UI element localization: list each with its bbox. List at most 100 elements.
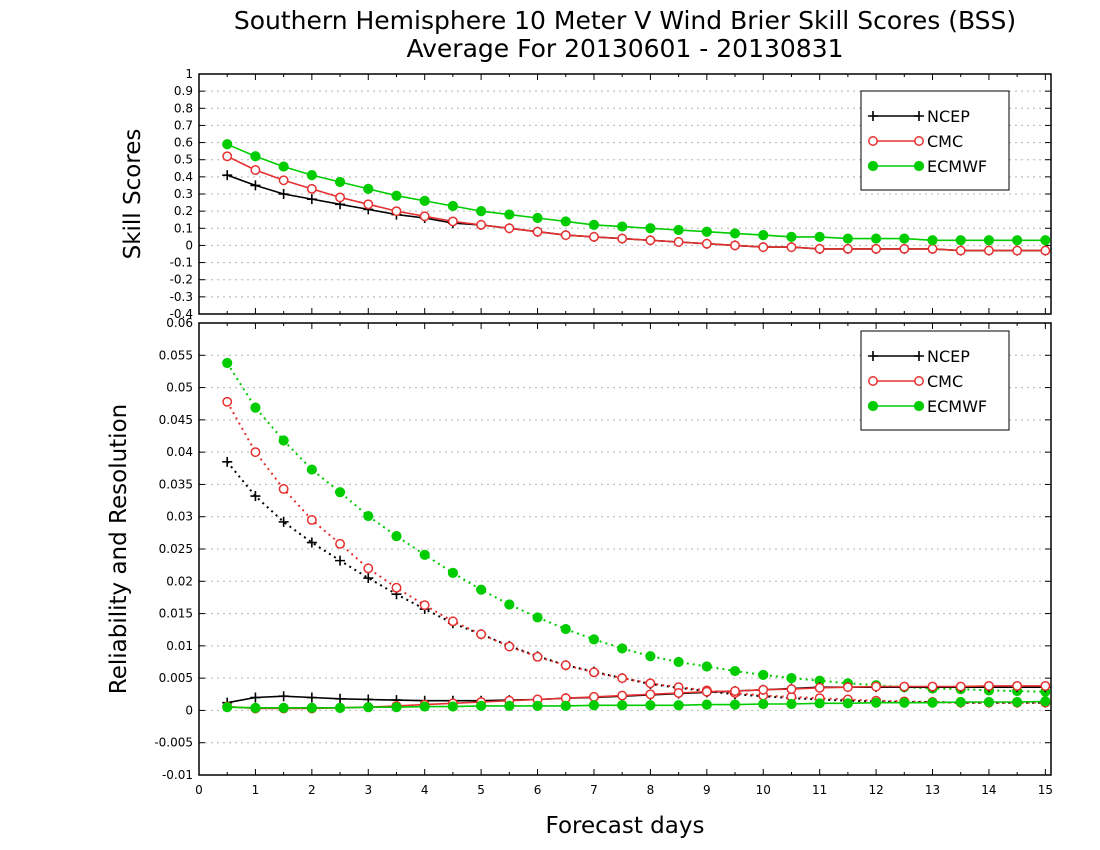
data-point-open-circle	[222, 151, 233, 162]
data-point-plus	[278, 516, 289, 527]
data-point-open-circle	[701, 686, 712, 697]
data-point-filled-circle	[913, 400, 925, 412]
data-point-open-circle	[306, 514, 317, 525]
data-point-plus	[250, 180, 261, 191]
y-tick-label: -0.01	[162, 768, 193, 782]
data-point-filled-circle	[983, 696, 995, 708]
x-tick-label: 13	[925, 783, 940, 797]
x-tick-label: 9	[703, 783, 711, 797]
series-line	[226, 461, 1046, 704]
data-point-open-circle	[814, 243, 825, 254]
y-tick-label: 0.2	[174, 204, 193, 218]
data-point-open-circle	[899, 243, 910, 254]
data-point-filled-circle	[927, 697, 938, 708]
data-point-filled-circle	[673, 656, 684, 668]
data-point-open-circle	[983, 245, 994, 256]
data-point-open-circle	[955, 245, 966, 256]
data-point-filled-circle	[617, 700, 628, 711]
data-point-open-circle	[222, 396, 233, 407]
data-point-filled-circle	[447, 701, 459, 712]
data-point-filled-circle	[786, 673, 797, 684]
data-point-open-circle	[899, 681, 910, 692]
data-point-plus	[278, 691, 289, 702]
data-point-filled-circle	[476, 206, 487, 217]
data-point-open-circle	[645, 689, 656, 700]
data-point-filled-circle	[645, 223, 656, 234]
data-point-open-circle	[701, 238, 712, 249]
data-point-plus	[914, 111, 924, 121]
data-point-filled-circle	[419, 195, 430, 206]
x-tick-label: 2	[308, 783, 316, 797]
chart-title-line1: Southern Hemisphere 10 Meter V Wind Brie…	[234, 6, 1016, 35]
data-point-filled-circle	[222, 139, 233, 150]
y-tick-label: 0.01	[166, 639, 193, 653]
y-tick-label: 0.015	[159, 607, 193, 621]
data-point-filled-circle	[955, 696, 966, 708]
data-point-open-circle	[786, 242, 797, 253]
data-point-plus	[250, 692, 261, 703]
x-tick-label: 10	[756, 783, 771, 797]
data-point-filled-circle	[786, 231, 797, 242]
data-point-open-circle	[391, 206, 402, 217]
data-point-filled-circle	[758, 230, 769, 241]
data-point-filled-circle	[842, 698, 853, 709]
y-axis-label: Skill Scores	[120, 129, 146, 260]
legend: NCEP CMC ECMWF	[860, 90, 1010, 191]
data-point-filled-circle	[758, 698, 769, 710]
data-point-filled-circle	[786, 698, 797, 710]
legend-label: NCEP	[927, 347, 970, 366]
data-point-plus	[222, 170, 233, 181]
data-point-plus	[306, 692, 317, 703]
x-tick-label: 8	[647, 783, 655, 797]
legend-item-ncep: NCEP	[868, 347, 970, 366]
data-point-open-circle	[730, 686, 740, 697]
data-point-open-circle	[1012, 245, 1023, 256]
data-point-filled-circle	[899, 697, 910, 708]
y-tick-label: 0.045	[159, 413, 193, 427]
data-point-filled-circle	[814, 698, 825, 709]
data-point-open-circle	[335, 538, 346, 549]
data-point-plus	[250, 491, 261, 502]
legend-item-ecmwf: ECMWF	[867, 157, 987, 176]
data-point-open-circle	[250, 165, 261, 175]
data-point-filled-circle	[306, 464, 317, 475]
y-tick-label: 0.04	[166, 445, 193, 459]
legend-item-ncep: NCEP	[868, 107, 970, 126]
data-point-filled-circle	[504, 700, 515, 712]
x-tick-label: 12	[868, 783, 883, 797]
y-tick-label: 0.05	[166, 381, 193, 395]
data-point-filled-circle	[617, 643, 628, 654]
data-point-filled-circle	[701, 699, 712, 710]
series-ecmwf-reliability	[222, 696, 1051, 713]
x-tick-label: 1	[252, 783, 260, 797]
x-tick-label: 4	[421, 783, 429, 797]
data-point-open-circle	[532, 651, 543, 662]
y-tick-label: 1	[185, 67, 193, 81]
data-point-open-circle	[532, 226, 543, 237]
y-tick-label: -0.2	[170, 273, 193, 287]
data-point-open-circle	[419, 211, 430, 222]
x-axis-label: Forecast days	[546, 813, 705, 839]
y-tick-label: 0.7	[174, 118, 193, 132]
data-point-filled-circle	[701, 226, 712, 237]
data-point-open-circle	[871, 243, 882, 254]
data-point-filled-circle	[588, 700, 600, 711]
data-point-filled-circle	[250, 151, 261, 162]
data-point-filled-circle	[729, 228, 741, 239]
data-point-filled-circle	[447, 567, 459, 578]
data-point-open-circle	[868, 136, 878, 146]
y-tick-label: 0.02	[166, 574, 193, 588]
data-point-open-circle	[1040, 680, 1051, 691]
data-point-open-circle	[447, 616, 458, 627]
y-tick-label: 0.6	[174, 136, 193, 150]
data-point-open-circle	[842, 243, 853, 254]
y-tick-label: 0.025	[159, 542, 193, 556]
data-point-open-circle	[983, 680, 994, 691]
data-point-plus	[868, 351, 878, 361]
data-point-filled-circle	[222, 357, 233, 369]
skill-score-panel: -0.4 -0.3 -0.2 -0.1 0 0.1 0.2 0.3 0.4 0.5 0.6 0.7 0.…	[120, 67, 1052, 321]
x-tick-label: 3	[364, 783, 372, 797]
data-point-open-circle	[278, 175, 289, 186]
y-tick-label: -0.3	[170, 290, 193, 304]
data-point-filled-circle	[363, 183, 374, 194]
